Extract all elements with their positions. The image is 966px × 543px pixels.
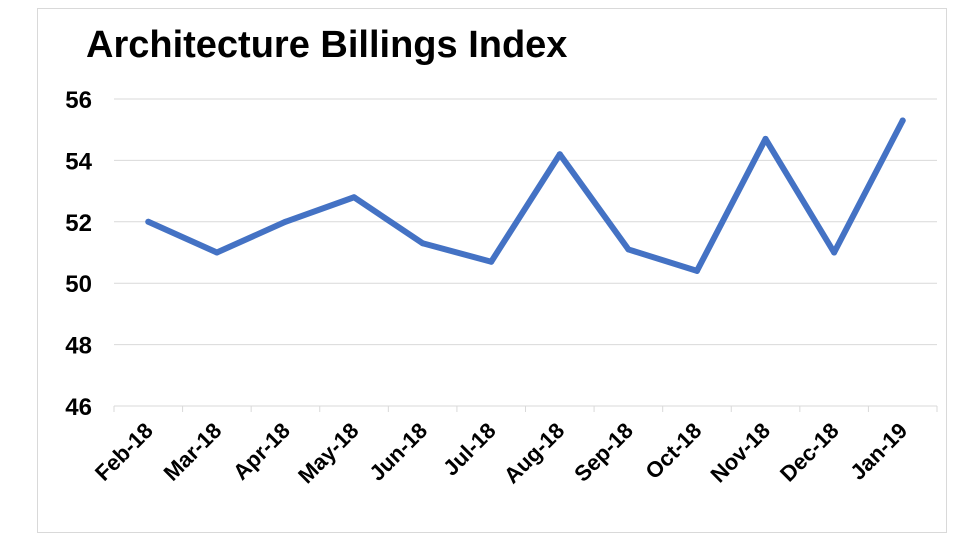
- data-point: [145, 218, 152, 225]
- data-point: [419, 240, 426, 247]
- x-tick-label: Nov-18: [706, 418, 776, 488]
- x-tick-label: Dec-18: [775, 418, 844, 487]
- chart-frame: [37, 8, 947, 533]
- x-tick-label: Mar-18: [159, 418, 227, 486]
- chart-title: Architecture Billings Index: [86, 24, 568, 66]
- data-point: [282, 218, 289, 225]
- y-tick-label: 46: [65, 394, 92, 421]
- x-tick-label: Jul-18: [438, 418, 501, 481]
- y-tick-label: 54: [65, 148, 92, 175]
- y-tick-label: 56: [65, 87, 92, 114]
- x-tick-label: Jan-19: [845, 418, 912, 485]
- x-tick-label: Aug-18: [499, 418, 569, 488]
- x-tick-label: Jun-18: [364, 418, 432, 486]
- x-tick-label: May-18: [293, 418, 363, 488]
- data-point: [899, 117, 906, 124]
- data-point: [693, 267, 700, 274]
- data-point: [351, 194, 358, 201]
- y-tick-label: 52: [65, 210, 92, 237]
- x-tick-label: Feb-18: [90, 418, 158, 486]
- data-point: [831, 249, 838, 256]
- data-point: [556, 151, 563, 158]
- data-point: [488, 258, 495, 265]
- series-line: [145, 117, 906, 274]
- x-tick-label: Apr-18: [228, 418, 295, 485]
- data-point: [625, 246, 632, 253]
- y-tick-label: 50: [65, 271, 92, 298]
- x-tick-label: Oct-18: [640, 418, 706, 484]
- x-tick-label: Sep-18: [569, 418, 638, 487]
- data-point: [213, 249, 220, 256]
- data-point: [762, 135, 769, 142]
- y-tick-label: 48: [65, 333, 92, 360]
